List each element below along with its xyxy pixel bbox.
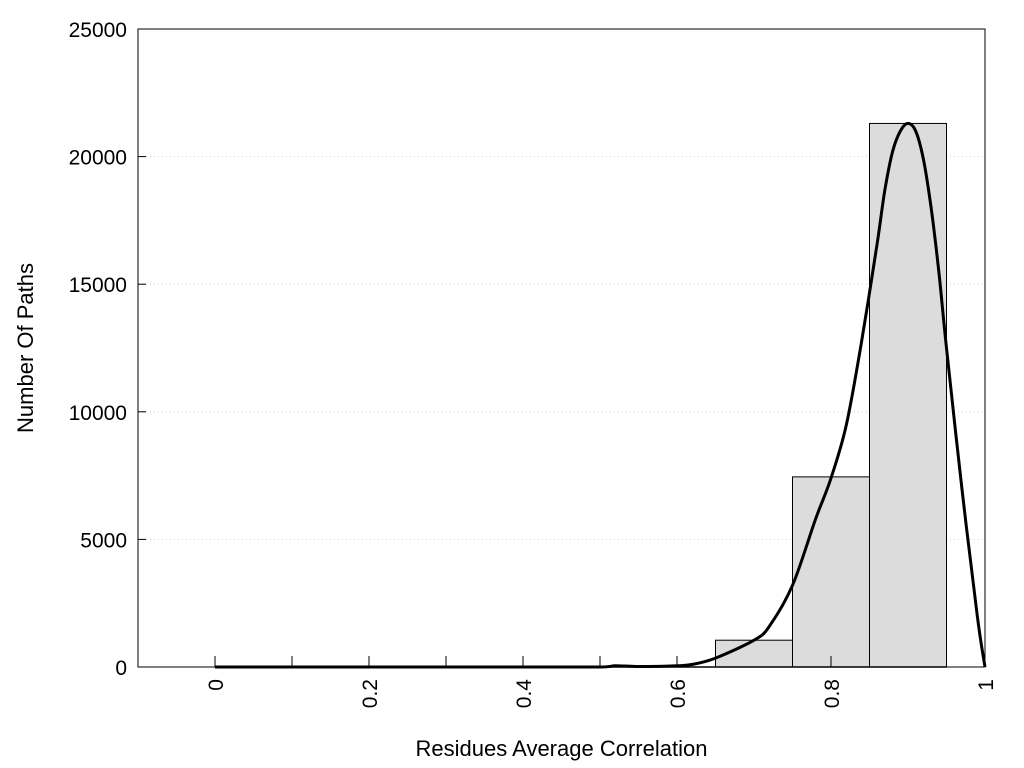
x-axis-title: Residues Average Correlation: [416, 736, 708, 761]
axis-ticks: [138, 28, 986, 668]
x-tick-label-3: 0.6: [667, 679, 690, 708]
tick-labels: 0 5000 10000 15000 20000 25000 0 0.2 0.4 0.6 0.8 1: [69, 19, 998, 708]
y-tick-label-2: 10000: [69, 402, 127, 425]
x-tick-label-2: 0.4: [513, 679, 536, 709]
x-tick-label-5: 1: [975, 679, 998, 691]
y-tick-label-0: 0: [115, 657, 127, 680]
histogram-bar-8: [792, 476, 870, 668]
y-tick-label-5: 25000: [69, 19, 127, 42]
plot-frame: [137, 28, 986, 668]
y-axis-title: Number Of Paths: [13, 263, 38, 433]
y-tick-label-1: 5000: [80, 529, 127, 552]
histogram-bar-9: [869, 122, 947, 668]
x-tick-label-4: 0.8: [821, 679, 844, 708]
y-tick-label-4: 20000: [69, 147, 127, 170]
x-tick-label-0: 0: [205, 679, 228, 691]
x-tick-label-1: 0.2: [359, 679, 382, 708]
y-tick-label-3: 15000: [69, 274, 127, 297]
histogram-bars: [215, 122, 947, 668]
